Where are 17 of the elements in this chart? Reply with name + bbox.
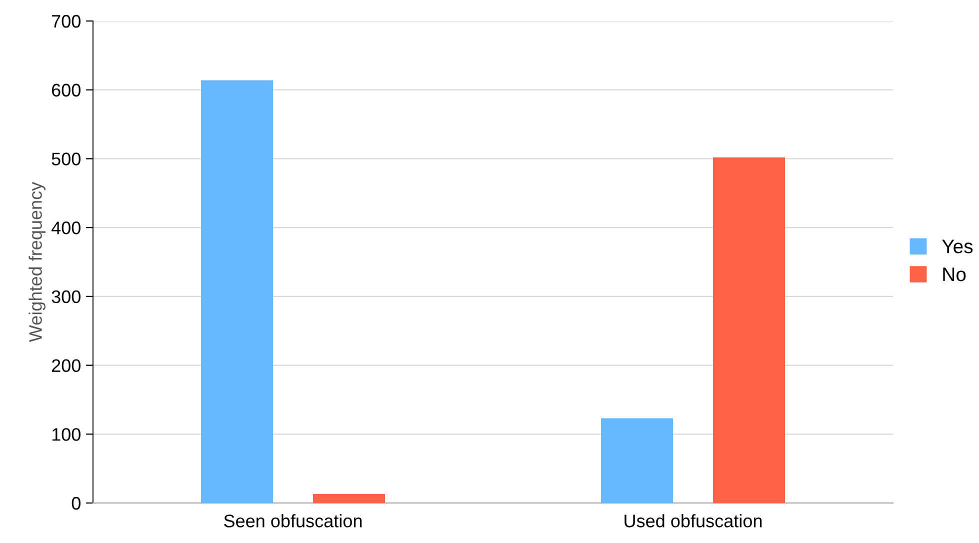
- legend-label: No: [943, 268, 966, 282]
- bar: [313, 494, 385, 503]
- y-tick-label: 200: [52, 359, 80, 372]
- y-tick-label: 0: [72, 496, 80, 510]
- y-tick-label: 100: [52, 428, 80, 441]
- x-tick-label: Used obfuscation: [624, 514, 762, 528]
- y-tick-label: 700: [52, 14, 80, 28]
- y-tick-label: 400: [51, 222, 80, 234]
- y-tick-label: 500: [52, 152, 80, 166]
- bar: [601, 418, 673, 503]
- y-axis-title: Weighted frequency: [28, 182, 46, 342]
- y-tick-label: 300: [52, 290, 80, 304]
- y-tick-label: 600: [52, 84, 80, 97]
- x-tick-label: Seen obfuscation: [224, 514, 362, 528]
- bar: [713, 157, 785, 503]
- legend-label: Yes: [942, 240, 973, 254]
- bar: [201, 80, 273, 503]
